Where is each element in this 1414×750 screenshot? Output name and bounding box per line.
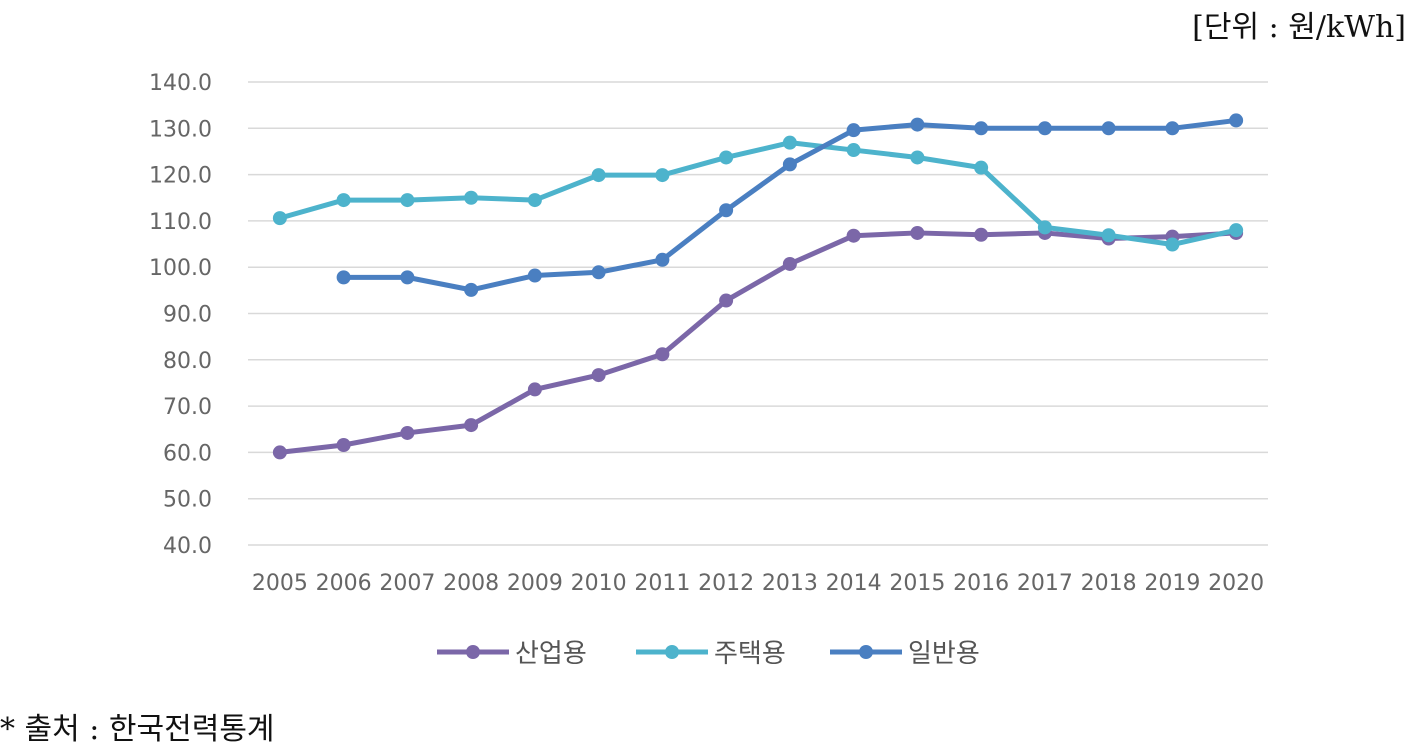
x-tick-label: 2005 bbox=[252, 571, 308, 596]
data-point bbox=[464, 190, 479, 205]
y-tick-label: 60.0 bbox=[163, 441, 212, 466]
y-tick-label: 50.0 bbox=[163, 488, 212, 513]
data-point bbox=[1101, 121, 1116, 136]
data-point bbox=[272, 445, 287, 460]
legend-swatch-marker bbox=[665, 645, 679, 659]
x-tick-label: 2006 bbox=[316, 571, 372, 596]
x-tick-label: 2014 bbox=[826, 571, 882, 596]
series-0 bbox=[272, 225, 1244, 460]
x-tick-label: 2008 bbox=[443, 571, 499, 596]
x-tick-label: 2020 bbox=[1208, 571, 1264, 596]
series-line bbox=[279, 140, 1237, 248]
data-point bbox=[655, 347, 670, 362]
data-point bbox=[1101, 228, 1116, 243]
legend-label: 산업용 bbox=[515, 639, 587, 669]
data-point bbox=[974, 121, 989, 136]
y-tick-label: 140.0 bbox=[149, 71, 212, 96]
data-point bbox=[782, 256, 797, 271]
data-point bbox=[655, 252, 670, 267]
data-point bbox=[910, 225, 925, 240]
data-point bbox=[846, 143, 861, 158]
y-tick-label: 130.0 bbox=[149, 117, 212, 142]
x-tick-label: 2018 bbox=[1081, 571, 1137, 596]
source-note: * 출처 : 한국전력통계 bbox=[0, 712, 275, 747]
data-point bbox=[1037, 220, 1052, 235]
data-point bbox=[655, 168, 670, 183]
data-point bbox=[1037, 121, 1052, 136]
data-point bbox=[591, 265, 606, 280]
data-point bbox=[336, 193, 351, 208]
data-point bbox=[400, 425, 415, 440]
x-tick-label: 2012 bbox=[698, 571, 754, 596]
x-tick-label: 2009 bbox=[507, 571, 563, 596]
legend-label: 일반용 bbox=[908, 639, 980, 669]
data-point bbox=[719, 150, 734, 165]
legend: 산업용 주택용 일반용 bbox=[437, 639, 980, 669]
y-tick-label: 120.0 bbox=[149, 164, 212, 189]
data-point bbox=[464, 418, 479, 433]
unit-label: [단위 : 원/kWh] bbox=[1192, 10, 1406, 45]
legend-swatch-marker bbox=[859, 645, 873, 659]
series-1 bbox=[272, 135, 1244, 252]
data-point bbox=[1229, 223, 1244, 238]
legend-item: 주택용 bbox=[636, 639, 786, 669]
x-tick-label: 2011 bbox=[634, 571, 690, 596]
x-tick-label: 2013 bbox=[762, 571, 818, 596]
data-point bbox=[719, 203, 734, 218]
data-point bbox=[591, 368, 606, 383]
data-point bbox=[846, 123, 861, 138]
x-tick-label: 2015 bbox=[889, 571, 945, 596]
legend-item: 산업용 bbox=[437, 639, 587, 669]
series-2 bbox=[336, 113, 1244, 297]
data-point bbox=[336, 270, 351, 285]
data-point bbox=[591, 168, 606, 183]
data-point bbox=[1165, 121, 1180, 136]
data-point bbox=[910, 117, 925, 132]
y-tick-label: 100.0 bbox=[149, 256, 212, 281]
data-point bbox=[846, 228, 861, 243]
x-axis-ticks: 2005 2006 2007 2008 2009 2010 2011 2012 2013 2014… bbox=[252, 571, 1264, 596]
series-lines bbox=[272, 113, 1244, 460]
x-tick-label: 2019 bbox=[1144, 571, 1200, 596]
data-point bbox=[336, 437, 351, 452]
data-point bbox=[400, 193, 415, 208]
y-tick-label: 80.0 bbox=[163, 349, 212, 374]
data-point bbox=[527, 268, 542, 283]
y-tick-label: 90.0 bbox=[163, 303, 212, 328]
data-point bbox=[782, 135, 797, 150]
legend-item: 일반용 bbox=[830, 639, 980, 669]
y-tick-label: 70.0 bbox=[163, 395, 212, 420]
y-tick-label: 40.0 bbox=[163, 534, 212, 559]
data-point bbox=[910, 150, 925, 165]
line-chart: 40.0 50.0 60.0 70.0 80.0 90.0 100.0 110.0 120.0 1… bbox=[149, 71, 1268, 669]
data-point bbox=[272, 211, 287, 226]
data-point bbox=[400, 270, 415, 285]
data-point bbox=[1229, 113, 1244, 128]
x-tick-label: 2007 bbox=[379, 571, 435, 596]
data-point bbox=[782, 157, 797, 172]
legend-label: 주택용 bbox=[714, 639, 786, 669]
data-point bbox=[527, 382, 542, 397]
y-tick-label: 110.0 bbox=[149, 210, 212, 235]
data-point bbox=[974, 160, 989, 175]
data-point bbox=[1165, 237, 1180, 252]
data-point bbox=[974, 227, 989, 242]
y-axis-ticks: 40.0 50.0 60.0 70.0 80.0 90.0 100.0 110.0 120.0 1… bbox=[149, 71, 212, 559]
data-point bbox=[719, 293, 734, 308]
data-point bbox=[527, 193, 542, 208]
x-tick-label: 2017 bbox=[1017, 571, 1073, 596]
x-tick-label: 2010 bbox=[571, 571, 627, 596]
legend-swatch-marker bbox=[466, 645, 480, 659]
x-tick-label: 2016 bbox=[953, 571, 1009, 596]
series-line bbox=[279, 230, 1237, 455]
data-point bbox=[464, 282, 479, 297]
